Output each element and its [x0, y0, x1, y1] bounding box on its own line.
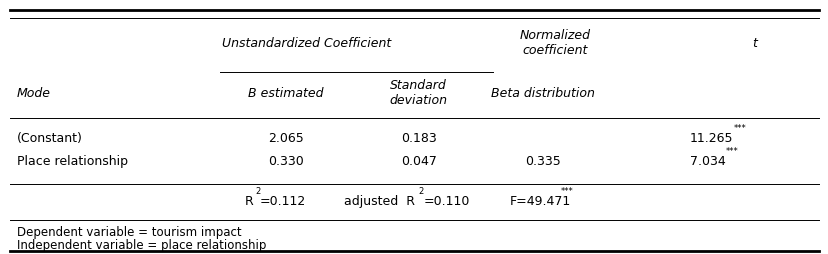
- Text: adjusted  R: adjusted R: [344, 194, 415, 207]
- Text: 11.265: 11.265: [690, 132, 733, 145]
- Text: Independent variable = place relationship: Independent variable = place relationshi…: [17, 238, 266, 251]
- Text: R: R: [244, 194, 253, 207]
- Text: Beta distribution: Beta distribution: [490, 86, 595, 99]
- Text: 0.335: 0.335: [524, 155, 561, 168]
- Text: ***: ***: [561, 186, 573, 195]
- Text: 2: 2: [418, 186, 423, 195]
- Text: 7.034: 7.034: [689, 155, 724, 168]
- Text: ***: ***: [733, 124, 745, 133]
- Text: Standard
deviation: Standard deviation: [389, 79, 447, 107]
- Text: Place relationship: Place relationship: [17, 155, 128, 168]
- Text: 0.330: 0.330: [267, 155, 304, 168]
- Text: 2.065: 2.065: [267, 132, 304, 145]
- Text: 0.047: 0.047: [400, 155, 436, 168]
- Text: 0.183: 0.183: [400, 132, 436, 145]
- Text: F=49.471: F=49.471: [509, 194, 570, 207]
- Text: Normalized
coefficient: Normalized coefficient: [519, 29, 590, 57]
- Text: Dependent variable = tourism impact: Dependent variable = tourism impact: [17, 225, 241, 237]
- Text: ***: ***: [724, 147, 737, 156]
- Text: B estimated: B estimated: [248, 86, 324, 99]
- Text: t: t: [751, 37, 756, 50]
- Text: Unstandardized Coefficient: Unstandardized Coefficient: [222, 37, 391, 50]
- Text: =0.110: =0.110: [423, 194, 469, 207]
- Text: (Constant): (Constant): [17, 132, 82, 145]
- Text: =0.112: =0.112: [259, 194, 306, 207]
- Text: 2: 2: [255, 186, 260, 195]
- Text: Mode: Mode: [17, 86, 51, 99]
